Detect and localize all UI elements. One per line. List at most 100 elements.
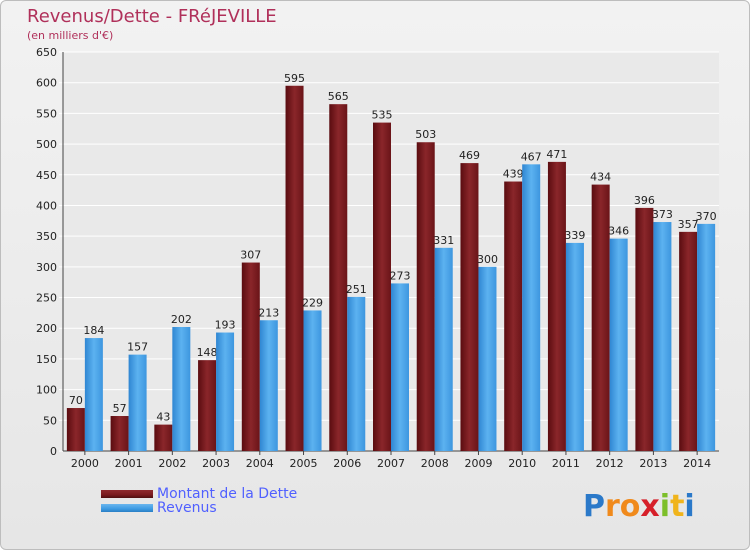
logo-letter: i xyxy=(684,489,695,524)
bar-revenue xyxy=(653,222,672,451)
data-label-debt: 70 xyxy=(69,394,83,407)
data-label-debt: 307 xyxy=(240,249,261,262)
bar-debt xyxy=(329,104,348,451)
data-label-debt: 43 xyxy=(156,411,170,424)
chart-title: Revenus/Dette - FRéJEVILLE xyxy=(27,6,277,27)
x-tick-label: 2009 xyxy=(464,457,492,470)
data-label-revenue: 373 xyxy=(652,208,673,221)
data-label-debt: 357 xyxy=(678,218,699,231)
data-label-debt: 503 xyxy=(415,128,436,141)
legend-label-debt: Montant de la Dette xyxy=(157,486,298,502)
x-tick-label: 2007 xyxy=(377,457,405,470)
x-tick-label: 2014 xyxy=(683,457,711,470)
x-tick-label: 2001 xyxy=(115,457,143,470)
x-tick-label: 2000 xyxy=(71,457,99,470)
x-tick-label: 2003 xyxy=(202,457,230,470)
logo-letter: r xyxy=(605,489,620,524)
x-tick-label: 2010 xyxy=(508,457,536,470)
bar-debt xyxy=(285,85,304,451)
bar-revenue xyxy=(565,242,584,451)
bar-revenue xyxy=(303,310,322,451)
data-label-debt: 595 xyxy=(284,72,305,85)
y-tick-label: 600 xyxy=(36,77,57,90)
y-tick-label: 450 xyxy=(36,169,57,182)
x-tick-label: 2008 xyxy=(421,457,449,470)
legend-swatch-revenue xyxy=(101,504,153,512)
logo-letter: P xyxy=(583,489,605,524)
chart-subtitle: (en milliers d'€) xyxy=(27,29,114,42)
bar-revenue xyxy=(391,283,409,451)
bar-debt xyxy=(66,408,85,451)
data-label-revenue: 467 xyxy=(521,150,542,163)
bar-revenue xyxy=(522,164,541,451)
bar-debt xyxy=(241,262,260,451)
bar-debt xyxy=(460,163,479,452)
bar-debt xyxy=(416,142,435,451)
data-label-revenue: 339 xyxy=(564,229,585,242)
bar-revenue xyxy=(434,247,453,451)
bar-debt xyxy=(547,161,566,451)
bar-revenue xyxy=(478,266,497,451)
bar-debt xyxy=(154,424,173,451)
data-label-revenue: 184 xyxy=(83,324,104,337)
data-label-revenue: 157 xyxy=(127,341,148,354)
data-label-debt: 471 xyxy=(546,148,567,161)
proxiti-logo: Proxiti xyxy=(583,489,695,524)
data-label-revenue: 213 xyxy=(258,306,279,319)
data-label-revenue: 331 xyxy=(433,234,454,247)
y-tick-label: 500 xyxy=(36,138,57,151)
bar-revenue xyxy=(347,296,366,451)
data-label-debt: 148 xyxy=(197,346,218,359)
y-tick-label: 350 xyxy=(36,230,57,243)
legend-label-revenue: Revenus xyxy=(157,500,217,516)
data-label-debt: 57 xyxy=(113,402,127,415)
y-tick-label: 300 xyxy=(36,261,57,274)
legend-item-revenue: Revenus xyxy=(101,501,297,515)
data-label-revenue: 229 xyxy=(302,296,323,309)
y-tick-label: 200 xyxy=(36,322,57,335)
data-label-debt: 469 xyxy=(459,149,480,162)
legend: Montant de la Dette Revenus xyxy=(101,487,297,515)
x-tick-label: 2006 xyxy=(333,457,361,470)
data-label-revenue: 346 xyxy=(608,225,629,238)
data-label-revenue: 370 xyxy=(696,210,717,223)
bar-debt xyxy=(679,231,698,451)
y-tick-label: 550 xyxy=(36,107,57,120)
legend-swatch-debt xyxy=(101,490,153,498)
x-tick-label: 2005 xyxy=(290,457,318,470)
bar-debt xyxy=(373,122,391,451)
data-label-revenue: 202 xyxy=(171,313,192,326)
y-tick-label: 250 xyxy=(36,292,57,305)
x-tick-label: 2011 xyxy=(552,457,580,470)
bar-debt xyxy=(110,416,129,451)
bar-debt xyxy=(198,360,217,451)
data-label-debt: 396 xyxy=(634,194,655,207)
bar-revenue xyxy=(84,338,103,451)
y-tick-label: 100 xyxy=(36,384,57,397)
x-tick-label: 2004 xyxy=(246,457,274,470)
x-tick-label: 2013 xyxy=(639,457,667,470)
y-tick-label: 650 xyxy=(36,46,57,59)
y-tick-label: 150 xyxy=(36,353,57,366)
bar-debt xyxy=(591,184,610,452)
bar-revenue xyxy=(609,238,628,451)
y-tick-label: 50 xyxy=(43,414,57,427)
y-tick-label: 400 xyxy=(36,199,57,212)
bar-debt xyxy=(504,181,523,451)
data-label-revenue: 300 xyxy=(477,253,498,266)
logo-letter: i xyxy=(659,489,671,524)
x-tick-label: 2002 xyxy=(158,457,186,470)
bar-revenue xyxy=(172,327,191,451)
logo-letter: t xyxy=(670,489,685,524)
data-label-debt: 439 xyxy=(503,168,524,181)
data-label-debt: 434 xyxy=(590,171,611,184)
data-label-revenue: 273 xyxy=(390,269,411,282)
bar-revenue xyxy=(216,332,235,451)
bar-debt xyxy=(635,207,654,451)
y-tick-label: 0 xyxy=(50,445,57,458)
logo-letter: o xyxy=(619,489,641,524)
data-label-revenue: 251 xyxy=(346,283,367,296)
data-label-revenue: 193 xyxy=(215,319,236,332)
bar-revenue xyxy=(697,223,716,451)
bar-revenue xyxy=(128,354,147,451)
